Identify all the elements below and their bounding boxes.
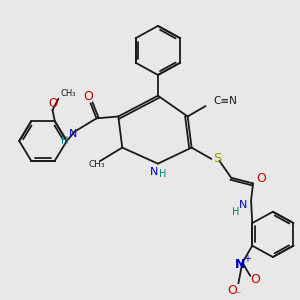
- Text: H: H: [61, 136, 68, 146]
- Text: N: N: [235, 258, 246, 271]
- Text: N: N: [150, 167, 158, 177]
- Text: O: O: [250, 273, 260, 286]
- Text: C≡N: C≡N: [213, 96, 237, 106]
- Text: O: O: [84, 90, 94, 103]
- Text: N: N: [68, 129, 77, 140]
- Text: O: O: [48, 97, 57, 110]
- Text: H: H: [159, 169, 167, 179]
- Text: O: O: [227, 284, 237, 298]
- Text: +: +: [243, 254, 251, 264]
- Text: CH₃: CH₃: [88, 160, 105, 169]
- Text: H: H: [232, 207, 239, 217]
- Text: S: S: [213, 152, 222, 165]
- Text: CH₃: CH₃: [60, 88, 76, 98]
- Text: ⁻: ⁻: [236, 291, 241, 300]
- Text: O: O: [256, 172, 266, 185]
- Text: N: N: [239, 200, 247, 210]
